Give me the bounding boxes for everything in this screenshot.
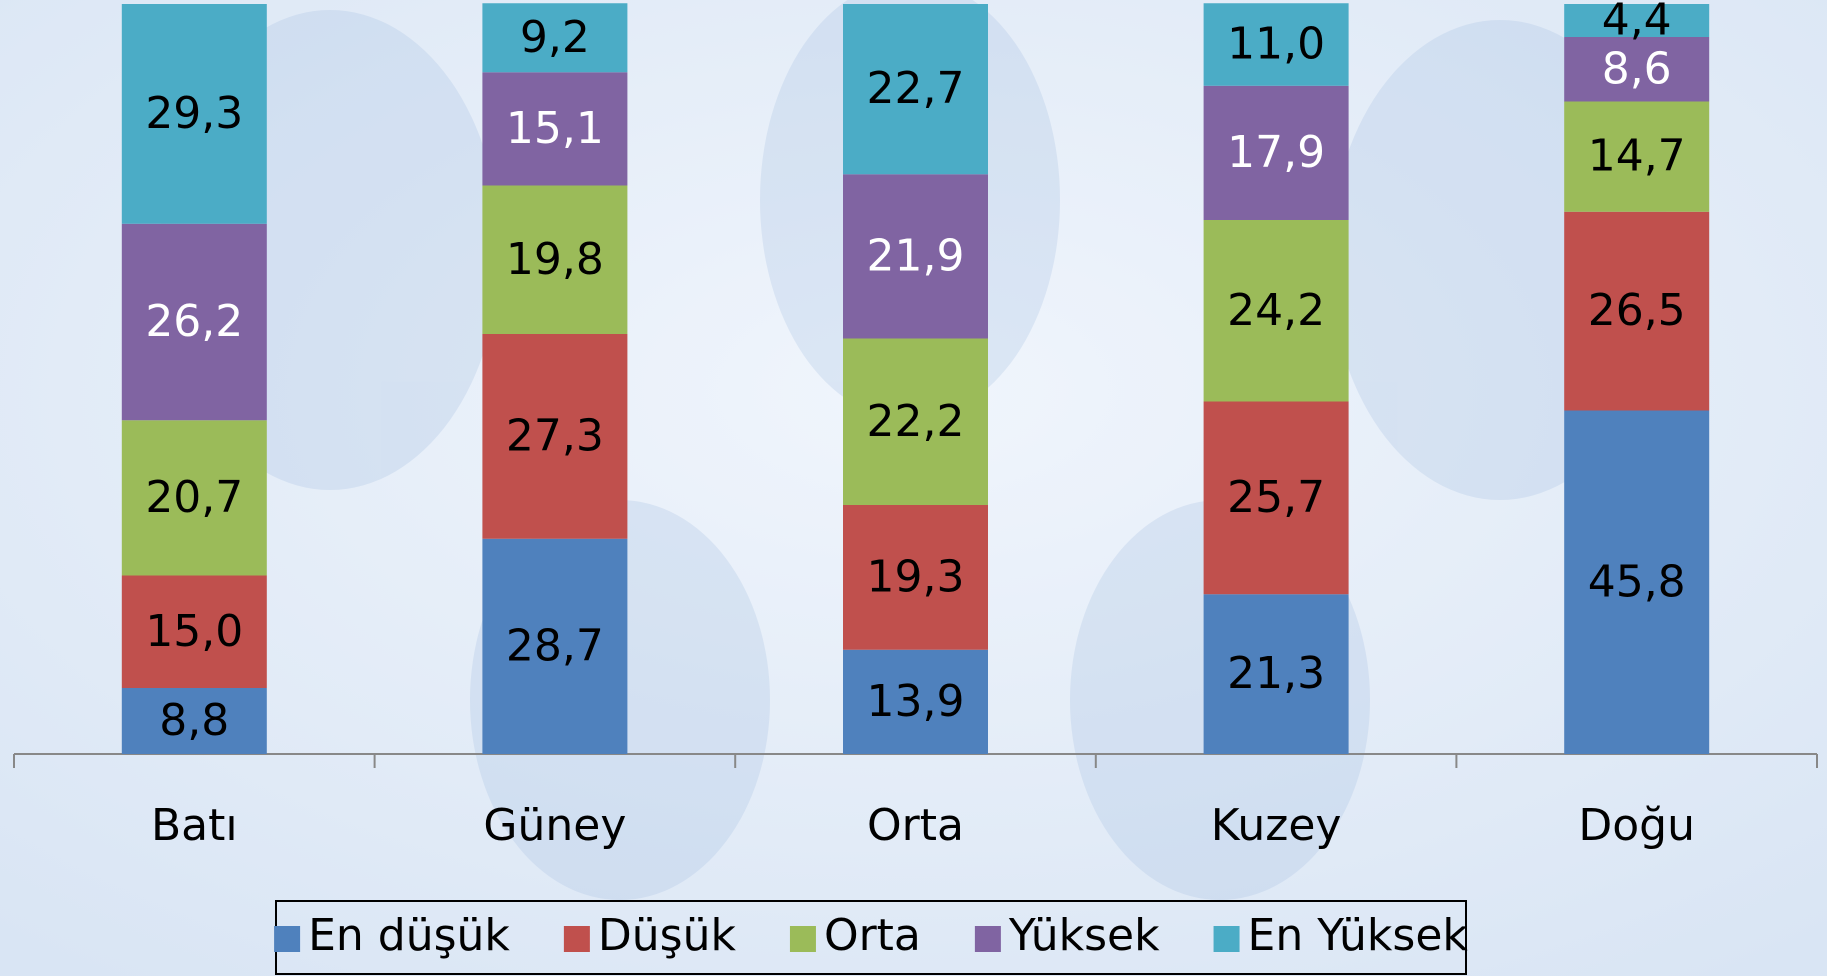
data-label: 15,1: [506, 103, 604, 154]
data-label: 22,7: [867, 63, 965, 114]
data-label: 9,2: [520, 12, 590, 63]
data-label: 19,8: [506, 234, 604, 285]
data-label: 8,6: [1602, 43, 1672, 94]
legend-label: Orta: [824, 910, 921, 961]
x-tick-label: Kuzey: [1211, 800, 1342, 851]
data-label: 26,5: [1588, 285, 1686, 336]
legend-swatch: [1214, 926, 1240, 952]
data-label: 28,7: [506, 620, 604, 671]
legend-label: En Yüksek: [1248, 910, 1469, 961]
data-label: 26,2: [145, 296, 243, 347]
legend-swatch: [975, 926, 1001, 952]
x-tick-label: Batı: [151, 800, 238, 851]
legend-label: Yüksek: [1008, 910, 1160, 961]
data-label: 14,7: [1588, 131, 1686, 182]
data-label: 20,7: [145, 472, 243, 523]
legend-label: En düşük: [308, 910, 510, 961]
data-label: 21,9: [867, 230, 965, 281]
data-label: 25,7: [1227, 472, 1325, 523]
data-label: 19,3: [867, 551, 965, 602]
data-label: 21,3: [1227, 648, 1325, 699]
data-label: 27,3: [506, 410, 604, 461]
legend-swatch: [790, 926, 816, 952]
data-label: 22,2: [867, 396, 965, 447]
data-label: 11,0: [1227, 19, 1325, 70]
data-label: 45,8: [1588, 556, 1686, 607]
data-label: 4,4: [1602, 0, 1672, 46]
legend-swatch: [564, 926, 590, 952]
legend-label: Düşük: [598, 910, 737, 961]
data-label: 15,0: [145, 606, 243, 657]
x-tick-label: Güney: [483, 800, 626, 851]
data-label: 17,9: [1227, 127, 1325, 178]
data-label: 24,2: [1227, 285, 1325, 336]
chart: 8,8 15,0 20,7 26,2 29,3 Batı 28,7 27,3 19,8 15,1 9…: [0, 0, 1827, 976]
data-label: 13,9: [867, 676, 965, 727]
data-label: 29,3: [145, 88, 243, 139]
page: 8,8 15,0 20,7 26,2 29,3 Batı 28,7 27,3 19,8 15,1 9…: [0, 0, 1827, 976]
legend-swatch: [274, 926, 300, 952]
x-tick-label: Orta: [867, 800, 964, 851]
x-tick-label: Doğu: [1578, 800, 1695, 851]
data-label: 8,8: [159, 695, 229, 746]
